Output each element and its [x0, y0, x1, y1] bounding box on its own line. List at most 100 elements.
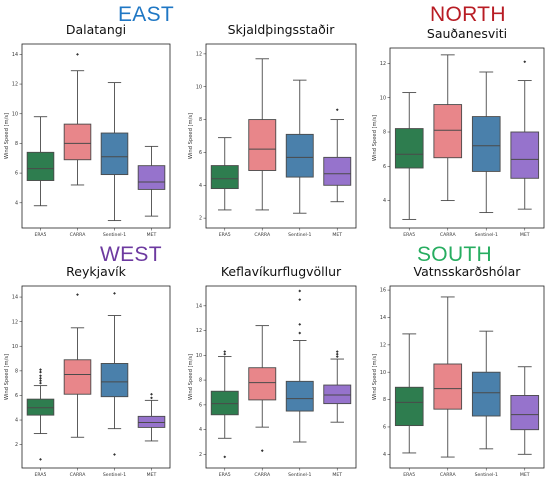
outlier-point: [39, 368, 42, 372]
axes-frame: [205, 43, 357, 229]
y-tick-label: 8: [383, 130, 386, 136]
y-tick-label: 8: [199, 117, 202, 123]
box-era5: [210, 350, 239, 459]
x-tick-label: ERA5: [219, 472, 231, 478]
box-era5: [26, 368, 55, 461]
box-met: [510, 60, 540, 210]
box-era5: [26, 116, 55, 207]
outlier-point: [298, 289, 302, 293]
box-carra: [248, 58, 277, 211]
outlier-point: [523, 60, 527, 64]
box-met: [137, 145, 166, 217]
y-tick-label: 2: [15, 442, 18, 448]
y-tick-label: 4: [383, 452, 386, 458]
outlier-point: [298, 298, 302, 302]
outlier-point: [39, 381, 42, 385]
outlier-point: [39, 376, 42, 380]
box-iqr: [285, 133, 314, 178]
axes-frame: [389, 285, 545, 469]
y-tick-label: 12: [12, 319, 18, 325]
outlier-point: [223, 352, 227, 356]
outlier-point: [260, 449, 264, 453]
box-met: [323, 108, 352, 203]
y-tick-label: 14: [380, 315, 386, 321]
box-sentinel-1: [285, 289, 314, 443]
y-axis-label: Wind Speed [m/s]: [188, 113, 194, 159]
x-tick-label: ERA5: [403, 472, 415, 478]
box-iqr: [137, 415, 166, 428]
box-sentinel-1: [471, 71, 501, 214]
x-tick-label: MET: [147, 472, 157, 478]
box-carra: [63, 293, 92, 438]
y-tick-label: 4: [199, 183, 202, 189]
axes-frame: [21, 285, 171, 469]
box-iqr: [510, 131, 540, 179]
outlier-point: [76, 293, 79, 297]
y-tick-label: 8: [383, 397, 386, 403]
y-tick-label: 4: [199, 427, 202, 433]
box-met: [323, 350, 352, 423]
outlier-point: [39, 457, 42, 461]
panel-title: Reykjavík: [66, 264, 126, 279]
box-iqr: [63, 359, 92, 395]
box-iqr: [394, 386, 424, 427]
outlier-point: [335, 352, 339, 356]
boxplot-panel-skjaldthingsstadir: Skjaldþingsstaðir Wind Speed [m/s] 2 4 6 8 10 1…: [188, 22, 357, 238]
y-tick-label: 14: [12, 52, 18, 58]
box-iqr: [26, 398, 55, 416]
region-label-east: EAST: [118, 3, 175, 26]
x-tick-label: ERA5: [35, 232, 47, 238]
outlier-point: [335, 108, 339, 112]
y-tick-label: 2: [199, 452, 202, 458]
box-iqr: [323, 384, 352, 405]
x-tick-label: CARRA: [254, 472, 271, 478]
box-iqr: [137, 165, 166, 190]
outlier-point: [223, 455, 227, 459]
box-met: [137, 392, 166, 442]
y-tick-label: 12: [380, 342, 386, 348]
x-tick-label: Sentinel-1: [103, 232, 126, 238]
y-axis-label: Wind Speed [m/s]: [4, 113, 10, 159]
box-iqr: [323, 156, 352, 186]
box-iqr: [248, 119, 277, 171]
panel-title: Sauðanesviti: [427, 26, 507, 41]
box-iqr: [26, 151, 55, 181]
panel-title: Vatnsskarðshólar: [414, 264, 522, 279]
x-tick-label: ERA5: [219, 232, 231, 238]
y-tick-label: 12: [196, 51, 202, 57]
x-tick-label: Sentinel-1: [475, 472, 498, 478]
axes-frame: [205, 285, 357, 469]
panel-title: Skjaldþingsstaðir: [228, 22, 336, 37]
outlier-point: [113, 453, 116, 456]
y-tick-label: 4: [383, 198, 386, 204]
outlier-point: [76, 52, 79, 56]
box-sentinel-1: [471, 330, 501, 450]
y-tick-label: 12: [196, 328, 202, 334]
box-era5: [394, 333, 424, 454]
y-tick-label: 16: [380, 288, 386, 294]
x-tick-label: Sentinel-1: [475, 232, 498, 238]
box-sentinel-1: [285, 79, 314, 214]
y-tick-label: 10: [12, 344, 18, 350]
box-iqr: [510, 395, 540, 431]
y-tick-label: 10: [380, 370, 386, 376]
box-iqr: [471, 371, 501, 417]
box-iqr: [248, 367, 277, 401]
x-tick-label: MET: [520, 472, 530, 478]
x-tick-label: CARRA: [254, 232, 271, 238]
region-label-north: NORTH: [430, 3, 506, 26]
boxplot-panel-keflavikurflugvollur: Keflavíkurflugvöllur Wind Speed [m/s] 2 4 6 8…: [188, 264, 357, 478]
region-label-west: WEST: [100, 243, 162, 266]
y-tick-label: 6: [383, 164, 386, 170]
x-tick-label: Sentinel-1: [288, 472, 311, 478]
boxplot-panel-vatnsskardsholar: Vatnsskarðshólar Wind Speed [m/s] 4 6 8 10 12 1…: [372, 264, 545, 478]
box-iqr: [285, 380, 314, 412]
x-tick-label: ERA5: [403, 232, 415, 238]
box-iqr: [471, 116, 501, 172]
boxplot-panel-saudanesviti: Sauðanesviti Wind Speed [m/s] 4 6 8 10 12 ERA5 C…: [372, 26, 545, 238]
y-tick-label: 6: [15, 171, 18, 177]
box-carra: [433, 296, 463, 458]
box-era5: [394, 92, 424, 220]
x-tick-label: ERA5: [35, 472, 47, 478]
outlier-point: [223, 350, 227, 354]
